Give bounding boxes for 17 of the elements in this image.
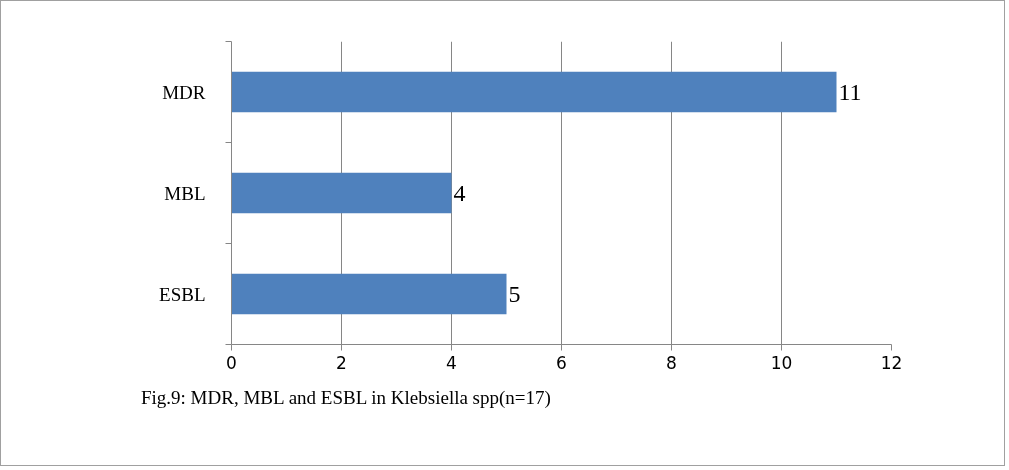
y-tick-label: MBL: [164, 182, 206, 204]
x-tick-label: 4: [446, 352, 457, 373]
y-tick-label: MDR: [162, 81, 206, 103]
x-tick-label: 0: [226, 352, 237, 373]
x-tick-label: 6: [556, 352, 567, 373]
caption: Fig.9: MDR, MBL and ESBL in Klebsiella spp(n=17): [141, 386, 551, 410]
x-tick-label: 10: [770, 352, 793, 373]
bar: [231, 172, 452, 214]
data-label: 5: [508, 280, 521, 307]
y-tick-label: ESBL: [159, 283, 206, 305]
data-label: 4: [453, 179, 466, 206]
x-tick-label: 2: [336, 352, 347, 373]
bar: [231, 273, 507, 315]
x-tick-label: 12: [880, 352, 903, 373]
data-label: 11: [838, 78, 862, 105]
bar: [231, 71, 837, 113]
x-tick-label: 8: [666, 352, 677, 373]
